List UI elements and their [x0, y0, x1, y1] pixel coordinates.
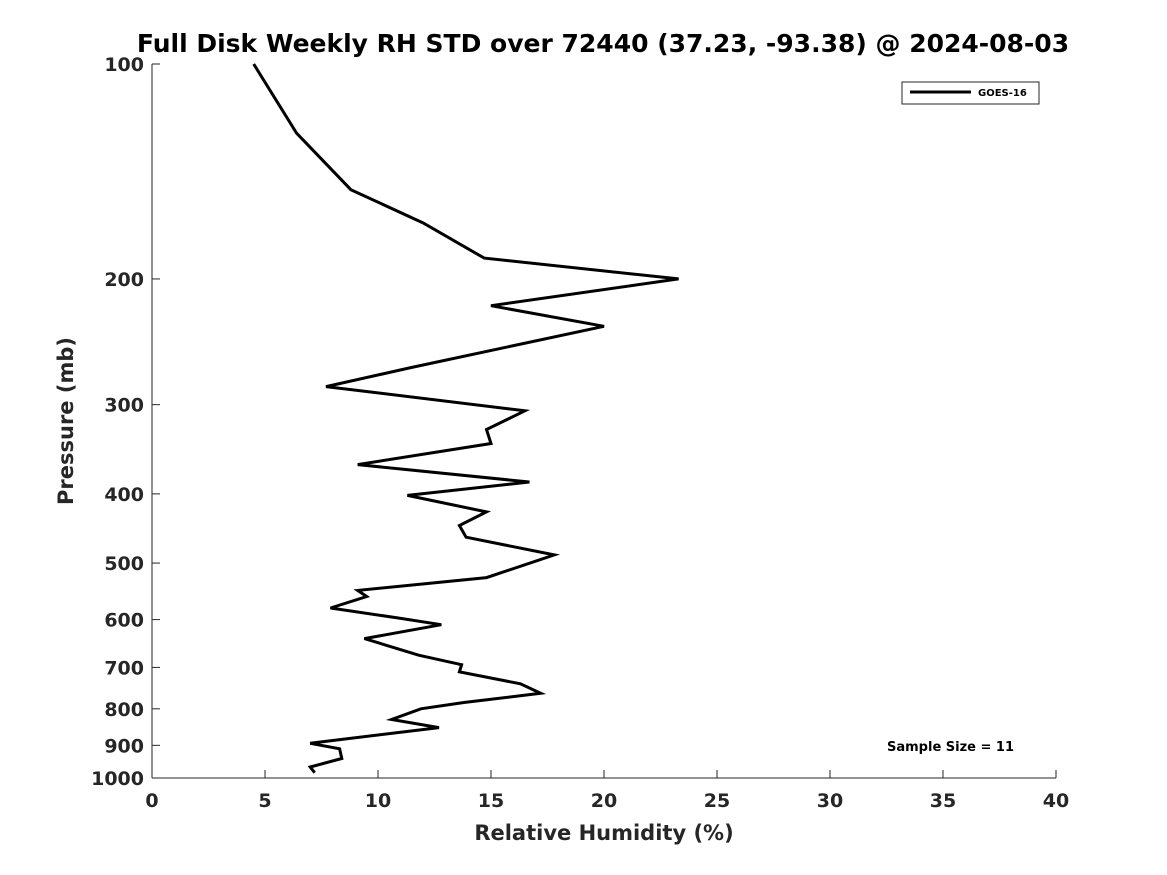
x-tick-label: 15 [478, 790, 504, 812]
x-tick-label: 40 [1043, 790, 1069, 812]
y-tick-label: 800 [104, 699, 144, 721]
legend: GOES-16 [901, 81, 1040, 105]
y-tick-label: 200 [104, 269, 144, 291]
x-ticks: 0 5 10 15 20 25 30 35 40 [145, 770, 1069, 812]
y-tick-label: 700 [104, 657, 144, 679]
x-tick-label: 25 [704, 790, 730, 812]
y-tick-label: 1000 [91, 768, 144, 790]
y-tick-label: 100 [104, 54, 144, 76]
series-line-goes-16 [252, 63, 679, 774]
chart-title: Full Disk Weekly RH STD over 72440 (37.2… [137, 29, 1069, 58]
x-tick-label: 30 [817, 790, 843, 812]
y-tick-label: 500 [104, 553, 144, 575]
x-tick-label: 5 [258, 790, 271, 812]
y-tick-label: 400 [104, 484, 144, 506]
y-axis-label: Pressure (mb) [54, 337, 78, 505]
series-group [252, 63, 679, 774]
y-tick-label: 900 [104, 735, 144, 757]
sample-size-annotation: Sample Size = 11 [887, 740, 1014, 755]
x-tick-label: 35 [930, 790, 956, 812]
legend-entry-goes-16: GOES-16 [978, 88, 1027, 99]
y-tick-label: 300 [104, 395, 144, 417]
x-tick-label: 10 [365, 790, 391, 812]
y-tick-label: 600 [104, 610, 144, 632]
y-ticks: 1000 900 800 700 600 500 400 300 200 100 [91, 54, 160, 790]
x-tick-label: 20 [591, 790, 617, 812]
x-tick-label: 0 [145, 790, 158, 812]
x-axis-label: Relative Humidity (%) [474, 821, 733, 845]
